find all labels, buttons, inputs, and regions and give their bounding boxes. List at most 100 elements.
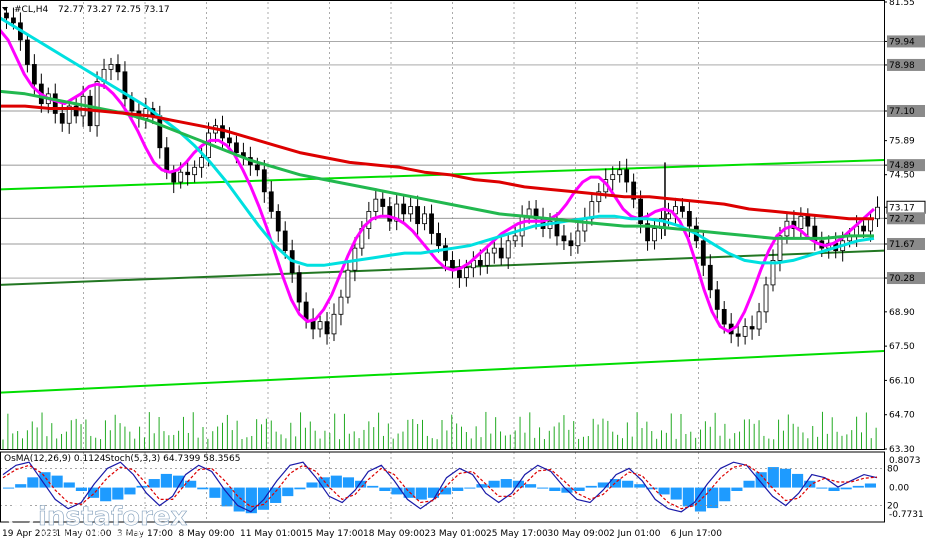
candle-body <box>422 213 427 225</box>
osma-bar <box>233 487 245 512</box>
osma-bar <box>197 487 209 490</box>
candle-body <box>227 137 232 144</box>
price-level-tag <box>887 104 925 117</box>
osma-bar <box>524 484 537 488</box>
time-tick-label: 2 Jun 01:00 <box>609 529 661 539</box>
moving-average-line <box>0 29 876 333</box>
price-tick-label: 74.50 <box>889 171 915 181</box>
osma-bar <box>840 487 852 490</box>
osma-bar <box>682 487 694 507</box>
osma-bar <box>221 487 233 507</box>
candle-body <box>645 223 650 242</box>
candle-body <box>805 215 811 227</box>
osma-bar <box>185 480 197 488</box>
candle-body <box>749 326 755 330</box>
price-tick-label: 63.30 <box>889 445 915 455</box>
osma-bar <box>537 487 549 489</box>
candle-body <box>282 230 288 252</box>
osma-bar <box>804 480 816 488</box>
candle-body <box>742 326 748 337</box>
candle-body <box>185 171 191 176</box>
candle-body <box>443 245 448 261</box>
candle-body <box>275 211 281 232</box>
dropdown-triangle-icon[interactable] <box>2 7 8 11</box>
osma-bar <box>3 487 15 489</box>
candle-body <box>491 247 497 254</box>
price-tick-label: 77.10 <box>889 107 915 117</box>
candle-body <box>122 71 128 100</box>
candle-body <box>861 225 866 232</box>
candle-body <box>582 218 588 232</box>
candle-body <box>429 213 434 234</box>
price-tick-label: 72.72 <box>889 214 915 224</box>
candle-body <box>261 169 267 193</box>
candle-body <box>666 213 671 220</box>
stoch-label: Stoch(5,3,3) 64.7399 58.3565 <box>105 454 240 464</box>
candle-body <box>66 105 72 124</box>
osma-bar <box>100 487 112 502</box>
osma-label: OsMA(12,26,9) 0.1124 <box>4 454 106 464</box>
stoch-axis-label: 20 <box>887 502 899 512</box>
osma-bar <box>792 473 804 488</box>
candle-body <box>234 142 239 154</box>
candle-body <box>52 93 58 114</box>
osma-bar <box>779 468 792 488</box>
osma-bar <box>585 485 597 488</box>
candle-body <box>171 171 177 183</box>
osma-bar <box>488 480 500 488</box>
candle-body <box>477 260 483 266</box>
candle-body <box>303 301 309 320</box>
price-tick-label: 66.10 <box>889 376 915 386</box>
candle-body <box>268 191 274 212</box>
stoch-main-line <box>2 461 878 513</box>
candle-body <box>129 98 135 112</box>
candle-body <box>519 215 525 237</box>
candle-body <box>777 235 783 261</box>
trendline <box>0 249 885 286</box>
osma-bar <box>209 487 221 498</box>
osma-bar <box>172 475 185 488</box>
candle-body <box>680 206 685 212</box>
osma-bar <box>124 487 136 495</box>
symbol-label: #CL,H4 <box>14 5 48 15</box>
osma-bar <box>403 487 415 498</box>
osma-bar <box>75 487 87 492</box>
time-tick-label: 23 May 01:00 <box>425 529 487 539</box>
candle-body <box>700 240 706 266</box>
osma-bar <box>476 484 488 488</box>
candle-body <box>394 203 400 222</box>
osma-bar <box>27 477 39 488</box>
candle-body <box>338 296 344 315</box>
osma-axis-label: 0.00 <box>889 484 909 494</box>
osma-bar <box>719 487 731 502</box>
osma-bar <box>707 487 719 509</box>
osma-bar <box>63 482 75 488</box>
price-tick-label: 75.89 <box>889 137 915 147</box>
time-tick-label: 8 May 09:00 <box>179 529 235 539</box>
candle-body <box>652 228 657 242</box>
time-tick-label: 15 May 17:00 <box>302 529 364 539</box>
osma-bar <box>634 484 646 488</box>
osma-bar <box>15 484 27 488</box>
osma-bar <box>415 487 427 500</box>
candle-body <box>631 181 637 200</box>
osma-bar <box>379 487 391 492</box>
time-tick-label: 19 Apr 2023 <box>2 529 58 539</box>
price-tick-label: 70.28 <box>889 274 915 284</box>
price-tick-label: 64.70 <box>889 411 915 421</box>
candle-body <box>868 218 873 232</box>
candle-body <box>707 264 713 291</box>
osma-bar <box>148 479 160 488</box>
stoch-signal-line <box>2 464 878 510</box>
candle-body <box>561 235 567 242</box>
candle-body <box>24 39 30 65</box>
candle-body <box>436 233 441 247</box>
osma-bar <box>670 487 682 500</box>
moving-average-line <box>0 104 874 221</box>
price-level-tag <box>887 212 925 225</box>
candle-body <box>770 260 776 286</box>
candle-body <box>11 17 16 24</box>
moving-average-line <box>0 16 875 267</box>
time-tick-label: 25 May 17:00 <box>486 529 548 539</box>
